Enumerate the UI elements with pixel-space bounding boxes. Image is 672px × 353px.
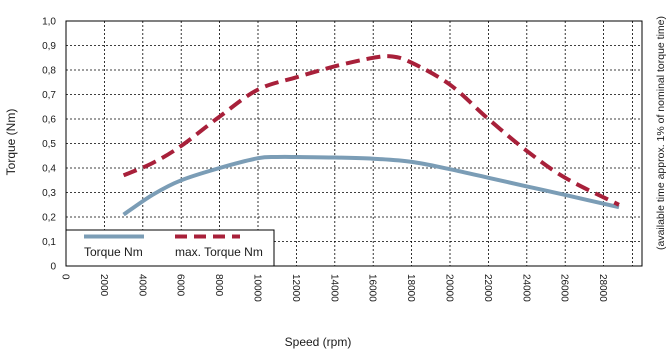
x-axis-title: Speed (rpm)	[285, 335, 352, 349]
x-tick-label: 6000	[175, 274, 186, 297]
y-tick-label: 0,6	[42, 115, 56, 126]
y-axis-ticks: 0 0,1 0,2 0,3 0,4 0,5 0,6 0,7 0,8 0,9 1,0	[42, 17, 56, 273]
x-tick-label: 24000	[520, 274, 531, 302]
legend-label-max-torque: max. Torque Nm	[175, 245, 263, 259]
x-tick-label: 14000	[328, 274, 339, 302]
series-line-torque	[122, 154, 620, 217]
x-tick-label: 4000	[136, 274, 147, 297]
x-tick-label: 20000	[444, 274, 455, 302]
x-tick-label: 28000	[597, 274, 608, 302]
y-tick-label: 0,5	[42, 139, 56, 150]
legend-label-torque: Torque Nm	[84, 245, 143, 259]
y-tick-label: 0,4	[42, 164, 56, 175]
x-axis-ticks: 0 2000 4000 6000 8000 10000 12000 14000 16000 180…	[60, 274, 609, 302]
y-tick-label: 0,3	[42, 188, 56, 199]
x-tick-label: 16000	[367, 274, 378, 302]
x-tick-label: 18000	[405, 274, 416, 302]
y-tick-label: 0,8	[42, 66, 56, 77]
legend: Torque Nm max. Torque Nm	[65, 229, 275, 267]
series-layer	[122, 54, 620, 217]
x-tick-label: 2000	[98, 274, 109, 297]
x-tick-label: 22000	[482, 274, 493, 302]
x-tick-label: 10000	[252, 274, 263, 302]
x-tick-label: 8000	[213, 274, 224, 297]
y-tick-label: 0,9	[42, 41, 56, 52]
series-line-max-torque	[122, 54, 620, 207]
y-tick-label: 1,0	[42, 17, 56, 28]
x-tick-label: 26000	[559, 274, 570, 302]
plot-frame	[65, 20, 643, 267]
side-note: (available time approx. 1% of nominal to…	[655, 16, 667, 250]
grid	[66, 21, 642, 266]
y-tick-label: 0,7	[42, 90, 56, 101]
x-tick-label: 12000	[290, 274, 301, 302]
y-tick-label: 0,2	[42, 213, 56, 224]
y-axis-title: Torque (Nm)	[4, 109, 18, 176]
y-tick-label: 0,1	[42, 237, 56, 248]
x-tick-label: 0	[60, 274, 71, 280]
y-tick-label: 0	[50, 262, 56, 273]
